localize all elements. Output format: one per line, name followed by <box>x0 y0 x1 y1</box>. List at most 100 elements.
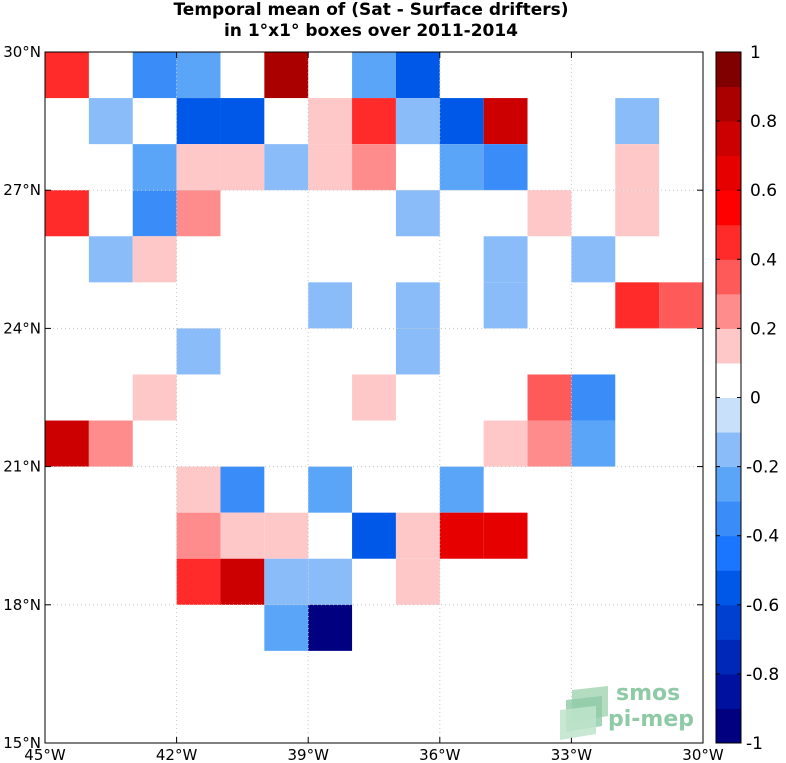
heatmap-cell <box>264 144 309 191</box>
y-tick-label: 18°N <box>3 596 41 614</box>
heatmap-cell <box>571 374 616 421</box>
colorbar-segment <box>716 190 741 226</box>
heatmap-cell <box>395 558 440 605</box>
colorbar-segment <box>716 155 741 191</box>
heatmap-cell <box>352 98 396 145</box>
colorbar-tick-label: 0.2 <box>750 319 777 339</box>
heatmap-cell <box>264 558 309 605</box>
heatmap-cell <box>439 98 484 145</box>
colorbar-segment <box>716 673 741 709</box>
x-tick-labels: 45°W 42°W 39°W 36°W 33°W 30°W <box>24 746 724 763</box>
heatmap-cell <box>220 144 265 191</box>
colorbar-segment <box>716 501 741 537</box>
colorbar-tick-label: 0.6 <box>750 181 777 201</box>
heatmap-cell <box>395 52 440 99</box>
colorbar-segment <box>716 535 741 571</box>
heatmap-cell <box>132 236 177 283</box>
colorbar-segment <box>716 86 741 122</box>
heatmap-cell <box>176 328 221 375</box>
heatmap-cell <box>615 98 660 145</box>
plot-frame <box>44 51 704 744</box>
colorbar-segment <box>716 259 741 295</box>
heatmap-cell <box>176 512 221 559</box>
heatmap-cell <box>220 466 265 513</box>
heatmap-cell <box>527 190 572 237</box>
heatmap-cell <box>395 512 440 559</box>
heatmap-cell <box>176 98 221 145</box>
colorbar-segment <box>716 121 741 157</box>
heatmap-cell <box>483 420 528 467</box>
colorbar-tick-label: 0.4 <box>750 250 777 270</box>
heatmap-cell <box>395 282 440 329</box>
colorbar-tick-label: -0.2 <box>746 458 779 478</box>
colorbar-tick-label: -1 <box>746 734 763 754</box>
colorbar-segment <box>716 639 741 675</box>
logo-text-pi-mep: pi-mep <box>608 707 694 732</box>
heatmap-cell <box>483 512 528 559</box>
heatmap-cell <box>308 558 353 605</box>
colorbar-segment <box>716 570 741 606</box>
heatmap-cell <box>395 190 440 237</box>
colorbar-segment <box>716 708 741 744</box>
heatmap-cell <box>176 558 221 605</box>
heatmap-cell <box>439 144 484 191</box>
heatmap-cell <box>308 604 353 651</box>
heatmap-cell <box>45 52 89 99</box>
x-tick-label: 30°W <box>682 746 724 763</box>
colorbar <box>715 51 742 744</box>
heatmap-cell <box>264 512 309 559</box>
heatmap-cell <box>395 328 440 375</box>
colorbar-tick-label: 0 <box>750 389 761 409</box>
heatmap-cell <box>264 604 309 651</box>
heatmap-cell <box>176 466 221 513</box>
x-tick-label: 39°W <box>287 746 329 763</box>
heatmap-cell <box>615 190 660 237</box>
heatmap-cell <box>352 144 396 191</box>
heatmap-cell <box>527 374 572 421</box>
colorbar-segment <box>716 362 741 398</box>
heatmap-cell <box>395 98 440 145</box>
heatmap-cell <box>571 420 616 467</box>
colorbar-segment <box>716 604 741 640</box>
colorbar-tick-label: 0.8 <box>750 112 777 132</box>
heatmap-cell <box>132 190 177 237</box>
heatmap-cell <box>483 236 528 283</box>
chart-subtitle: in 1°x1° boxes over 2011-2014 <box>223 21 519 41</box>
y-tick-label: 24°N <box>3 319 41 337</box>
colorbar-segment <box>716 432 741 468</box>
y-tick-label: 21°N <box>3 458 41 476</box>
heatmap-cell <box>45 190 89 237</box>
heatmap-cell <box>264 52 309 99</box>
colorbar-segment <box>716 328 741 364</box>
heatmap-cell <box>483 144 528 191</box>
heatmap-cell <box>615 144 660 191</box>
heatmap-cell <box>483 282 528 329</box>
heatmap-cell <box>483 98 528 145</box>
heatmap-cell <box>352 52 396 99</box>
heatmap-cell <box>88 420 133 467</box>
colorbar-segment <box>716 397 741 433</box>
colorbar-tick-label: -0.6 <box>746 596 779 616</box>
heatmap-cell <box>308 466 353 513</box>
colorbar-tick-label: -0.8 <box>746 665 779 685</box>
heatmap-cell <box>176 190 221 237</box>
heatmap-cell <box>439 512 484 559</box>
colorbar-segment <box>716 224 741 260</box>
x-tick-label: 36°W <box>419 746 461 763</box>
heatmap-cell <box>176 52 221 99</box>
heatmap-cell <box>439 466 484 513</box>
y-tick-label: 30°N <box>3 43 41 61</box>
colorbar-tick-label: -0.4 <box>746 527 779 547</box>
heatmap-cell <box>308 144 353 191</box>
colorbar-tick-label: 1 <box>750 43 761 63</box>
y-tick-label: 15°N <box>3 734 41 752</box>
heatmap-cell <box>308 282 353 329</box>
heatmap-cell <box>220 558 265 605</box>
y-tick-labels: 30°N 27°N 24°N 21°N 18°N 15°N <box>3 43 41 752</box>
y-tick-label: 27°N <box>3 181 41 199</box>
heatmap-cell <box>352 374 396 421</box>
smos-pi-mep-logo: smos pi-mep <box>560 681 694 740</box>
heatmap-cell <box>132 374 177 421</box>
heatmap-cell <box>308 98 353 145</box>
x-tick-label: 45°W <box>24 746 66 763</box>
